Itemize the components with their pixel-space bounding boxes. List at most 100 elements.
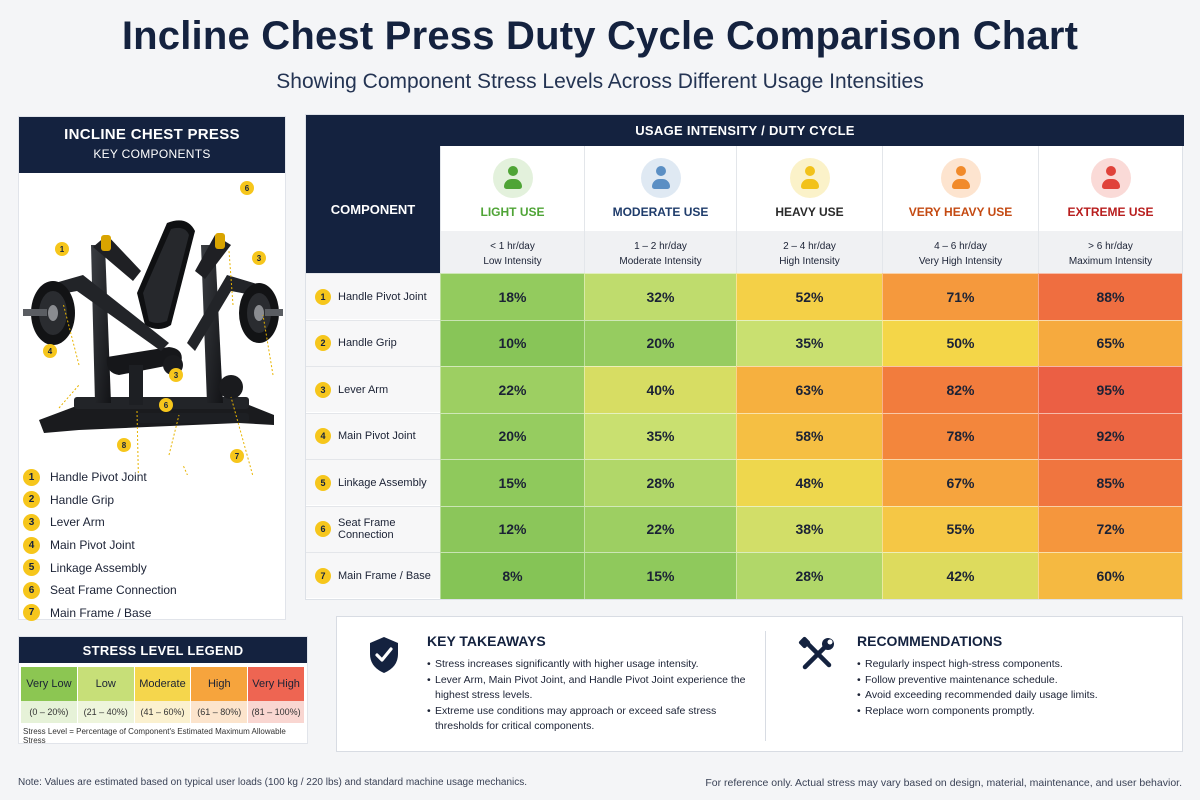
legend-range: (41 – 60%) — [134, 701, 191, 723]
page-title: Incline Chest Press Duty Cycle Compariso… — [121, 14, 1079, 58]
heatmap-cell: 65% — [1038, 319, 1182, 366]
legend-swatch-label: Very High — [248, 667, 304, 701]
column-intensity: Moderate Intensity — [619, 256, 702, 267]
heatmap-cell: 22% — [440, 366, 584, 413]
heatmap-cell: 35% — [584, 412, 736, 459]
list-item: Replace worn components promptly. — [857, 704, 1167, 720]
heatmap-cell: 88% — [1038, 273, 1182, 320]
table-top-header: USAGE INTENSITY / DUTY CYCLE — [306, 115, 1184, 146]
heatmap-cell: 12% — [440, 505, 584, 552]
component-number: 5 — [23, 559, 40, 577]
list-item: Extreme use conditions may approach or e… — [427, 704, 747, 735]
diagram-marker: 7 — [230, 449, 244, 463]
heatmap-cell: 20% — [440, 412, 584, 459]
list-item: 2 Handle Grip — [23, 489, 285, 512]
legend-range: (81 – 100%) — [248, 701, 304, 723]
component-number: 5 — [315, 474, 331, 491]
list-item: 4 Main Pivot Joint — [23, 534, 285, 557]
diagram-marker: 6 — [240, 181, 254, 195]
heatmap-cell: 22% — [584, 505, 736, 552]
column-label: LIGHT USE — [480, 205, 545, 219]
heatmap-cell: 42% — [882, 552, 1038, 599]
user-icon — [1090, 158, 1131, 198]
components-panel-subtitle: KEY COMPONENTS — [93, 147, 211, 161]
machine-illustration — [23, 220, 283, 475]
component-name: Lever Arm — [50, 515, 105, 530]
list-item: Regularly inspect high-stress components… — [857, 657, 1167, 673]
legend-level: Very Low (0 – 20%) — [21, 667, 77, 723]
table-row-header: 3 Lever Arm — [306, 366, 440, 412]
column-subheader: 2 – 4 hr/day High Intensity — [737, 231, 882, 273]
column-hours: 2 – 4 hr/day — [783, 241, 836, 252]
column-subheader: < 1 hr/day Low Intensity — [441, 231, 584, 273]
component-name: Handle Pivot Joint — [338, 290, 427, 303]
legend-level: High (61 – 80%) — [191, 667, 248, 723]
component-name: Seat Frame Connection — [50, 583, 177, 598]
heatmap-cell: 55% — [882, 505, 1038, 552]
user-icon — [640, 158, 681, 198]
footer-disclaimer: For reference only. Actual stress may va… — [705, 777, 1182, 789]
diagram-marker: 8 — [117, 438, 131, 452]
diagram-marker: 3 — [252, 251, 266, 265]
column-subheader: 4 – 6 hr/day Very High Intensity — [883, 231, 1038, 273]
component-number: 1 — [315, 288, 331, 305]
heatmap-cell: 38% — [736, 505, 882, 552]
user-icon — [789, 158, 830, 198]
column-label: HEAVY USE — [775, 205, 844, 219]
column-header: LIGHT USE < 1 hr/day Low Intensity — [440, 146, 584, 273]
key-takeaways-title: KEY TAKEAWAYS — [427, 633, 546, 649]
component-number: 6 — [23, 581, 40, 599]
component-name: Linkage Assembly — [338, 476, 427, 489]
table-row-header: 6 Seat Frame Connection — [306, 505, 440, 552]
column-header: HEAVY USE 2 – 4 hr/day High Intensity — [736, 146, 882, 273]
heatmap-cell: 63% — [736, 366, 882, 413]
component-number: 7 — [315, 567, 331, 584]
component-number: 2 — [315, 335, 331, 351]
column-hours: > 6 hr/day — [1088, 241, 1133, 252]
table-row-header: 1 Handle Pivot Joint — [306, 273, 440, 319]
user-icon — [492, 158, 533, 198]
heatmap-cell: 52% — [736, 273, 882, 320]
component-name: Main Frame / Base — [50, 605, 152, 620]
table-row-header: 7 Main Frame / Base — [306, 552, 440, 598]
column-hours: 4 – 6 hr/day — [934, 241, 987, 252]
legend-level: Very High (81 – 100%) — [248, 667, 304, 723]
key-takeaways: KEY TAKEAWAYS Stress increases significa… — [427, 633, 747, 735]
legend-swatch-label: High — [191, 667, 248, 701]
footer-note: Note: Values are estimated based on typi… — [18, 777, 527, 788]
heatmap-cell: 85% — [1038, 459, 1182, 506]
stress-level-legend: STRESS LEVEL LEGEND Very Low (0 – 20%) Low… — [18, 636, 308, 745]
heatmap-cell: 58% — [736, 412, 882, 459]
component-name: Linkage Assembly — [50, 560, 147, 575]
component-name: Handle Grip — [50, 492, 115, 507]
column-header: EXTREME USE > 6 hr/day Maximum Intensity — [1038, 146, 1182, 273]
list-item: Stress increases significantly with high… — [427, 657, 747, 673]
column-label: MODERATE USE — [612, 205, 709, 219]
legend-level: Moderate (41 – 60%) — [134, 667, 191, 723]
legend-range: (61 – 80%) — [191, 701, 248, 723]
legend-note: Stress Level = Percentage of Component's… — [23, 727, 286, 745]
heatmap-cell: 28% — [736, 552, 882, 599]
table-row-header: 5 Linkage Assembly — [306, 459, 440, 505]
component-name: Handle Pivot Joint — [50, 470, 147, 485]
component-list: 1 Handle Pivot Joint 2 Handle Grip 3 Lever … — [23, 466, 285, 624]
shield-check-icon — [370, 637, 398, 673]
component-number: 3 — [315, 381, 331, 398]
list-item: Lever Arm, Main Pivot Joint, and Handle … — [427, 673, 747, 704]
heatmap-cell: 92% — [1038, 412, 1182, 459]
legend-swatch-label: Moderate — [134, 667, 191, 701]
heatmap-cell: 35% — [736, 319, 882, 366]
column-subheader: > 6 hr/day Maximum Intensity — [1039, 231, 1182, 273]
component-number: 2 — [23, 491, 40, 509]
component-number: 1 — [23, 468, 40, 486]
heatmap-cell: 82% — [882, 366, 1038, 413]
column-label: VERY HEAVY USE — [908, 205, 1013, 219]
component-name: Handle Grip — [338, 337, 397, 349]
column-intensity: Maximum Intensity — [1068, 256, 1153, 267]
heatmap-cell: 71% — [882, 273, 1038, 320]
column-intensity: Low Intensity — [483, 256, 542, 267]
component-number: 7 — [23, 604, 40, 622]
legend-levels: Very Low (0 – 20%) Low (21 – 40%) Moderate (4… — [19, 663, 307, 723]
heatmap-cell: 60% — [1038, 552, 1182, 599]
list-item: 1 Handle Pivot Joint — [23, 466, 285, 489]
